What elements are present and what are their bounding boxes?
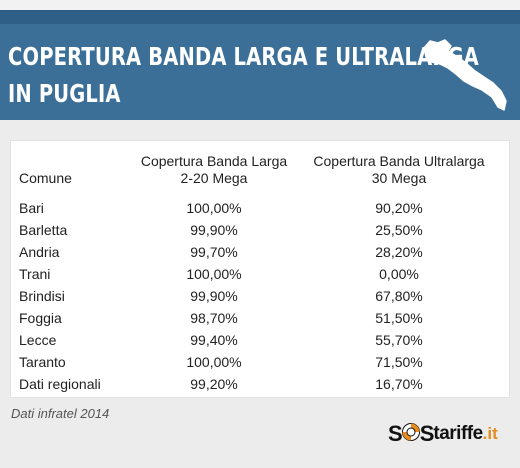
ultralarga-cell: 55,70% <box>375 332 423 348</box>
logo-tld: .it <box>482 424 498 443</box>
banda-larga-cell: 99,70% <box>190 244 238 260</box>
ultralarga-cell: 0,00% <box>379 266 419 282</box>
comune-cell: Barletta <box>19 222 68 238</box>
ultralarga-cell: 16,70% <box>375 376 423 392</box>
comune-cell: Brindisi <box>19 288 65 304</box>
ultralarga-cell: 51,50% <box>375 310 423 326</box>
table-body: Bari 100,00% 90,20% Barletta 99,90% 25,50% And… <box>19 197 499 395</box>
lifebuoy-icon <box>401 422 421 447</box>
banda-larga-cell: 99,40% <box>190 332 238 348</box>
sostariffe-logo: S Stariffe.it <box>388 421 518 455</box>
title-line-1: COPERTURA BANDA LARGA E ULTRALARGA <box>8 42 479 71</box>
table-header-row: Comune Copertura Banda Larga 2-20 Mega Cope… <box>19 153 499 197</box>
coverage-table-card: Comune Copertura Banda Larga 2-20 Mega Cope… <box>10 140 510 398</box>
table-row: Bari 100,00% 90,20% <box>19 197 499 219</box>
table-row: Brindisi 99,90% 67,80% <box>19 285 499 307</box>
banda-larga-cell: 100,00% <box>186 266 242 282</box>
banner-stripe <box>0 12 520 24</box>
banda-larga-cell: 99,90% <box>190 288 238 304</box>
banda-larga-cell: 100,00% <box>186 354 242 370</box>
column-header-3: Copertura Banda Ultralarga 30 Mega <box>313 153 485 186</box>
banda-larga-cell: 99,90% <box>190 222 238 238</box>
ultralarga-cell: 90,20% <box>375 200 423 216</box>
comune-cell: Andria <box>19 244 60 260</box>
table-row: Trani 100,00% 0,00% <box>19 263 499 285</box>
top-strip <box>0 0 520 12</box>
column-header-1: Comune <box>19 170 72 186</box>
logo-name: tariffe <box>433 423 483 444</box>
comune-cell: Dati regionali <box>19 376 101 392</box>
title-banner: COPERTURA BANDA LARGA E ULTRALARGA IN PU… <box>0 12 520 120</box>
ultralarga-cell: 67,80% <box>375 288 423 304</box>
puglia-map-icon <box>423 39 507 111</box>
banda-larga-cell: 100,00% <box>186 200 242 216</box>
column-header-2: Copertura Banda Larga 2-20 Mega <box>140 153 288 186</box>
table-row: Andria 99,70% 28,20% <box>19 241 499 263</box>
title-line-2: IN PUGLIA <box>8 79 121 108</box>
table-row: Foggia 98,70% 51,50% <box>19 307 499 329</box>
banda-larga-cell: 99,20% <box>190 376 238 392</box>
comune-cell: Trani <box>19 266 51 282</box>
table-row: Dati regionali 99,20% 16,70% <box>19 373 499 395</box>
table-row: Taranto 100,00% 71,50% <box>19 351 499 373</box>
ultralarga-cell: 71,50% <box>375 354 423 370</box>
logo-letter-s1: S <box>388 421 403 446</box>
comune-cell: Bari <box>19 200 44 216</box>
table-row: Barletta 99,90% 25,50% <box>19 219 499 241</box>
ultralarga-cell: 25,50% <box>375 222 423 238</box>
source-note: Dati infratel 2014 <box>11 406 110 421</box>
banda-larga-cell: 98,70% <box>190 310 238 326</box>
coverage-table: Comune Copertura Banda Larga 2-20 Mega Cope… <box>19 153 499 395</box>
logo-letter-s2: S <box>419 421 435 446</box>
comune-cell: Lecce <box>19 332 57 348</box>
table-row: Lecce 99,40% 55,70% <box>19 329 499 351</box>
comune-cell: Taranto <box>19 354 66 370</box>
comune-cell: Foggia <box>19 310 62 326</box>
page-title: COPERTURA BANDA LARGA E ULTRALARGA IN PU… <box>8 38 479 112</box>
ultralarga-cell: 28,20% <box>375 244 423 260</box>
